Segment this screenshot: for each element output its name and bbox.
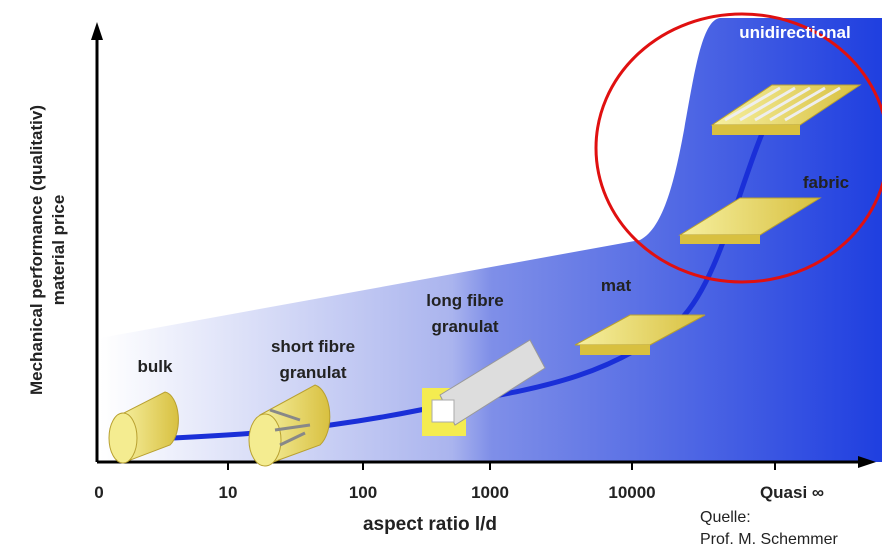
item-label: short fibre xyxy=(271,337,355,356)
item-label: granulat xyxy=(279,363,346,382)
item-label: fabric xyxy=(803,173,849,192)
x-label: aspect ratio l/d xyxy=(363,514,497,535)
x-tick-label: 10 xyxy=(219,483,238,502)
source: Prof. M. Schemmer xyxy=(700,531,838,548)
item-label: long fibre xyxy=(426,291,503,310)
x-tick-label: 1000 xyxy=(471,483,509,502)
x-tick-label: 100 xyxy=(349,483,377,502)
source: Quelle: xyxy=(700,509,751,526)
y-label: Mechanical performance (qualitativ) xyxy=(27,105,46,395)
y-label: material price xyxy=(49,195,68,306)
y-arrow xyxy=(91,22,103,40)
item-label: granulat xyxy=(431,317,498,336)
item-label: bulk xyxy=(138,357,173,376)
x-tick-label: 10000 xyxy=(608,483,655,502)
item-label: mat xyxy=(601,276,632,295)
item-label: unidirectional xyxy=(739,23,850,42)
x-tick-label: Quasi ∞ xyxy=(760,483,824,502)
x-tick-label: 0 xyxy=(94,483,103,502)
diagram: Mechanical performance (qualitativ) mate… xyxy=(0,0,882,548)
